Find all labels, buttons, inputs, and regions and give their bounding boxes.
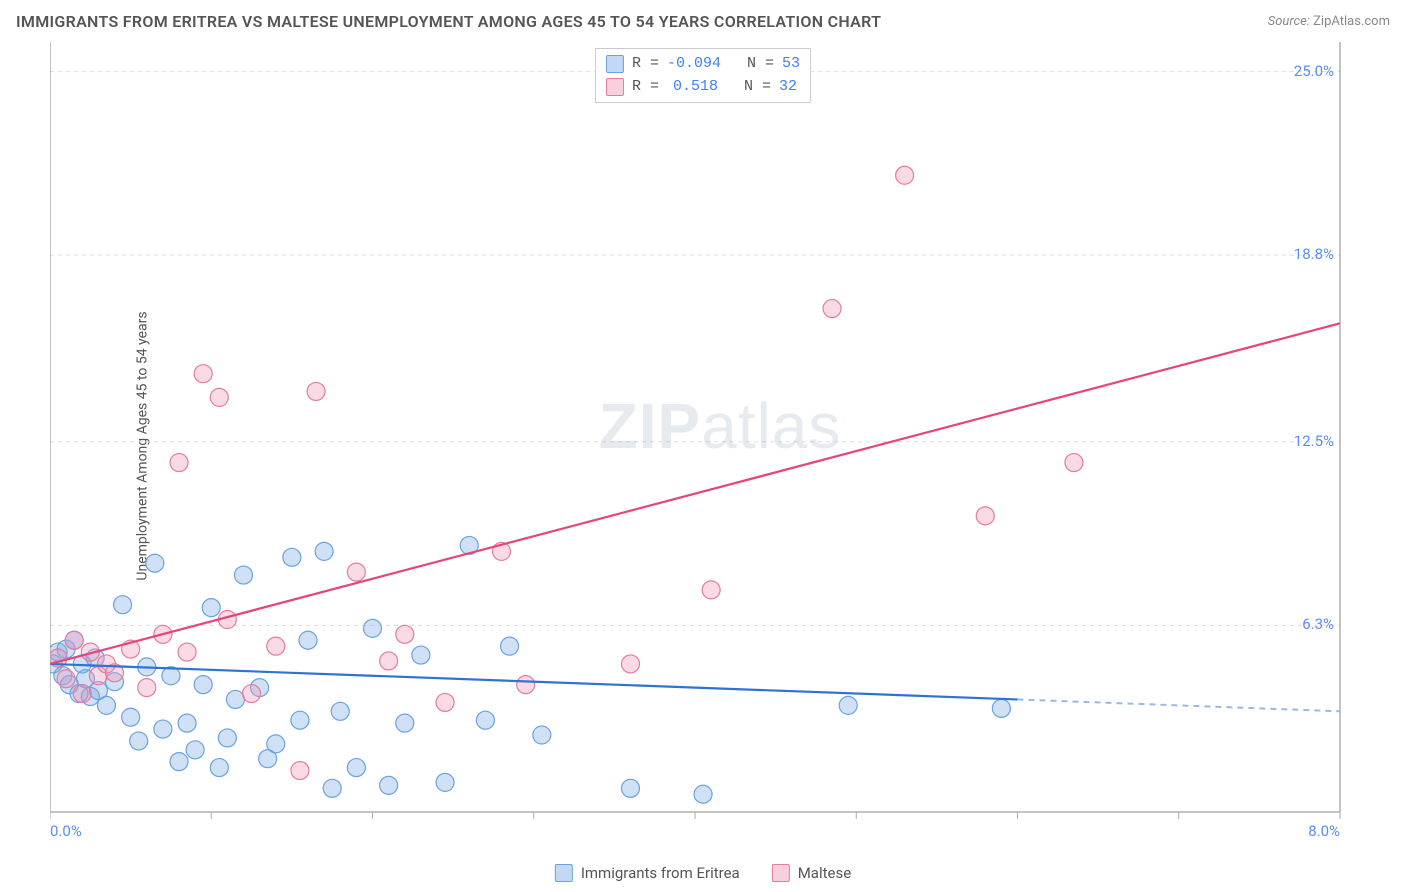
correlation-legend: R = -0.094 N = 53 R = 0.518 N = 32	[595, 48, 811, 103]
y-tick-label: 12.5%	[1294, 432, 1334, 450]
legend-item-eritrea: Immigrants from Eritrea	[555, 864, 740, 882]
y-tick-label: 25.0%	[1294, 62, 1334, 80]
x-tick-label-left: 0.0%	[50, 822, 82, 840]
source-label: Source:	[1268, 14, 1310, 29]
source-value: ZipAtlas.com	[1313, 14, 1390, 29]
swatch-eritrea-icon	[555, 864, 573, 882]
chart-title: IMMIGRANTS FROM ERITREA VS MALTESE UNEMP…	[16, 12, 881, 31]
legend-label-maltese: Maltese	[798, 864, 851, 882]
chart-area: ZIPatlas 6.3%12.5%18.8%25.0%0.0%8.0%	[50, 42, 1390, 842]
swatch-maltese	[606, 78, 624, 96]
legend-item-maltese: Maltese	[772, 864, 851, 882]
series-legend: Immigrants from Eritrea Maltese	[555, 864, 851, 882]
scatter-chart-svg	[50, 42, 1390, 842]
legend-label-eritrea: Immigrants from Eritrea	[581, 864, 740, 882]
source-line: Source: ZipAtlas.com	[1268, 14, 1390, 29]
r-label: R =	[632, 53, 659, 76]
x-tick-label-right: 8.0%	[1308, 822, 1340, 840]
n-label: N =	[726, 76, 771, 99]
n-value-eritrea: 53	[782, 53, 800, 76]
r-value-maltese: 0.518	[667, 76, 718, 99]
r-label: R =	[632, 76, 659, 99]
y-tick-label: 18.8%	[1294, 245, 1334, 263]
swatch-maltese-icon	[772, 864, 790, 882]
legend-row-eritrea: R = -0.094 N = 53	[606, 53, 800, 76]
n-label: N =	[729, 53, 774, 76]
swatch-eritrea	[606, 55, 624, 73]
y-tick-label: 6.3%	[1302, 615, 1334, 633]
n-value-maltese: 32	[779, 76, 797, 99]
r-value-eritrea: -0.094	[667, 53, 721, 76]
legend-row-maltese: R = 0.518 N = 32	[606, 76, 800, 99]
